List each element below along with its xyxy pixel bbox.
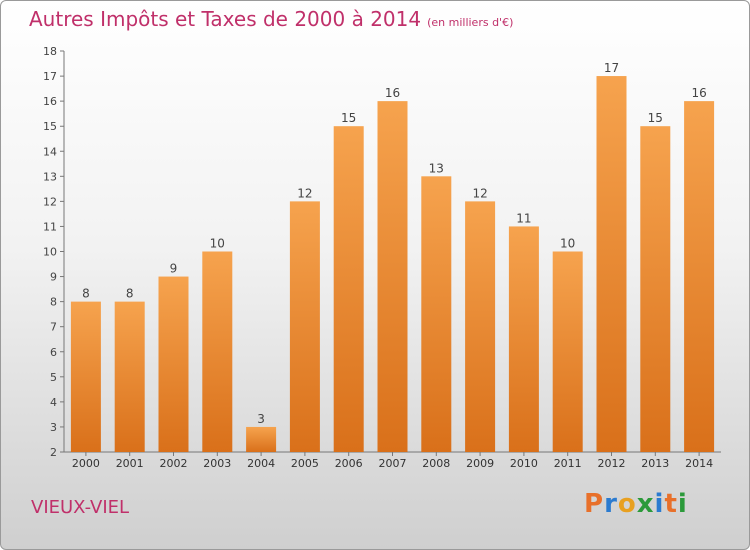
x-tick-label: 2004 (247, 457, 275, 470)
data-label: 15 (341, 111, 356, 125)
logo-letter: x (636, 489, 655, 519)
y-tick-label: 18 (43, 45, 57, 58)
bar (508, 226, 539, 452)
bar (465, 201, 496, 452)
x-tick-label: 2011 (554, 457, 582, 470)
data-label: 10 (560, 237, 575, 251)
y-tick-label: 16 (43, 95, 57, 108)
y-tick-label: 11 (43, 220, 57, 233)
logo-letter: P (584, 489, 605, 519)
data-label: 11 (516, 211, 531, 225)
bar (596, 76, 627, 452)
y-tick-label: 14 (43, 145, 57, 158)
bar (640, 126, 671, 452)
data-label: 15 (648, 111, 663, 125)
bar (552, 251, 583, 452)
data-label: 16 (691, 86, 706, 100)
y-tick-label: 4 (50, 396, 57, 409)
x-tick-label: 2005 (291, 457, 319, 470)
data-label: 12 (472, 186, 487, 200)
y-tick-label: 15 (43, 120, 57, 133)
x-tick-label: 2014 (685, 457, 713, 470)
data-label: 17 (604, 61, 619, 75)
logo-letter: i (677, 489, 688, 519)
data-label: 8 (126, 287, 134, 301)
y-tick-label: 9 (50, 271, 57, 284)
x-tick-label: 2003 (203, 457, 231, 470)
data-label: 9 (170, 262, 178, 276)
x-tick-label: 2008 (422, 457, 450, 470)
place-name: VIEUX-VIEL (31, 497, 130, 518)
data-label: 12 (297, 186, 312, 200)
data-label: 3 (257, 412, 265, 426)
logo-letter: r (604, 489, 618, 519)
data-label: 16 (385, 86, 400, 100)
y-tick-label: 17 (43, 70, 57, 83)
logo-letter: o (617, 489, 637, 519)
y-tick-label: 2 (50, 446, 57, 459)
title-unit: (en milliers d'€) (427, 16, 514, 29)
chart-title: Autres Impôts et Taxes de 2000 à 2014 (en… (29, 7, 513, 31)
proxiti-logo: Proxiti (584, 489, 688, 519)
data-label: 13 (429, 161, 444, 175)
x-tick-label: 2002 (160, 457, 188, 470)
x-tick-label: 2009 (466, 457, 494, 470)
logo-letter: i (654, 489, 665, 519)
y-tick-label: 8 (50, 296, 57, 309)
y-tick-label: 13 (43, 170, 57, 183)
bar (114, 301, 145, 452)
y-tick-label: 3 (50, 421, 57, 434)
data-label: 10 (210, 237, 225, 251)
x-tick-label: 2001 (116, 457, 144, 470)
y-tick-label: 6 (50, 346, 57, 359)
bar (289, 201, 320, 452)
title-text: Autres Impôts et Taxes de 2000 à 2014 (29, 7, 422, 31)
x-tick-label: 2006 (335, 457, 363, 470)
x-tick-label: 2012 (598, 457, 626, 470)
bar (377, 101, 408, 452)
bar (70, 301, 101, 452)
bar (684, 101, 715, 452)
x-tick-label: 2013 (641, 457, 669, 470)
bar (202, 251, 233, 452)
bar (421, 176, 452, 452)
x-tick-label: 2010 (510, 457, 538, 470)
bar (158, 276, 189, 452)
y-tick-label: 5 (50, 371, 57, 384)
bar (246, 426, 277, 452)
x-tick-label: 2007 (379, 457, 407, 470)
data-label: 8 (82, 287, 90, 301)
logo-letter: t (664, 489, 678, 519)
bar (333, 126, 364, 452)
y-tick-label: 12 (43, 195, 57, 208)
y-tick-label: 7 (50, 321, 57, 334)
y-tick-label: 10 (43, 246, 57, 259)
x-tick-label: 2000 (72, 457, 100, 470)
